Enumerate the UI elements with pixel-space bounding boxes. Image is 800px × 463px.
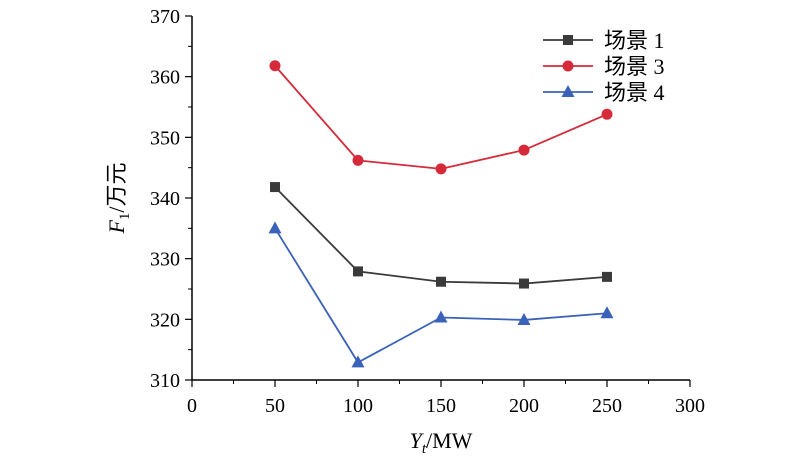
ticks [185,15,691,387]
x-tick-label: 150 [426,395,456,417]
legend-item: 场景 1 [543,28,665,53]
x-tick-label: 50 [265,395,285,417]
x-tick-label: 250 [592,395,622,417]
data-point [268,221,282,234]
y-axis-title-sub: 1 [117,213,133,221]
x-axis-title-unit: /MW [426,428,473,453]
series-line [274,65,608,170]
legend-marker [561,85,575,97]
legend-label: 场景 1 [604,28,665,53]
y-tick-label: 370 [150,6,180,28]
data-point [601,108,613,120]
data-point [602,271,612,282]
legend-label: 场景 3 [604,54,665,79]
y-axis-title-main: F [104,220,129,235]
legend-item: 场景 4 [543,80,665,105]
legend: 场景 1场景 3场景 4 [543,28,665,105]
legend-item: 场景 3 [543,54,665,79]
y-axis-title: F1/万元 [104,162,133,234]
x-axis-title: Yt/MW [410,428,473,457]
y-tick-label: 310 [150,370,180,392]
legend-marker [563,35,573,45]
data-point [600,306,614,319]
data-point [352,154,364,166]
y-tick-label: 320 [150,309,180,331]
data-point [519,278,529,289]
series-layer [268,60,614,368]
y-tick-label: 340 [150,188,180,210]
series-line [274,186,608,285]
y-tick-label: 360 [150,67,180,89]
legend-label: 场景 4 [604,80,665,105]
data-point [353,266,363,277]
data-point [434,310,448,323]
x-tick-label: 0 [187,395,197,417]
y-axis-title-unit: /万元 [104,162,129,212]
data-point [435,163,447,175]
data-point [517,312,531,325]
x-tick-label: 300 [675,395,705,417]
y-tick-label: 350 [150,127,180,149]
tick-labels: 0 50 100 150 200 250 300 310 320 330 340 350 360 370 [150,6,705,417]
x-tick-label: 100 [343,395,373,417]
y-tick-label: 330 [150,249,180,271]
data-point [518,144,530,156]
x-axis-title-sub: t [422,441,427,457]
series-line [274,227,608,364]
data-point [436,276,446,287]
x-axis-title-main: Y [410,428,425,453]
x-tick-label: 200 [509,395,539,417]
data-point [351,355,365,368]
data-point [269,60,281,72]
series-2 [269,60,613,175]
data-point [270,182,280,193]
legend-marker [562,60,574,72]
series-1 [270,182,612,289]
series-3 [268,221,614,368]
